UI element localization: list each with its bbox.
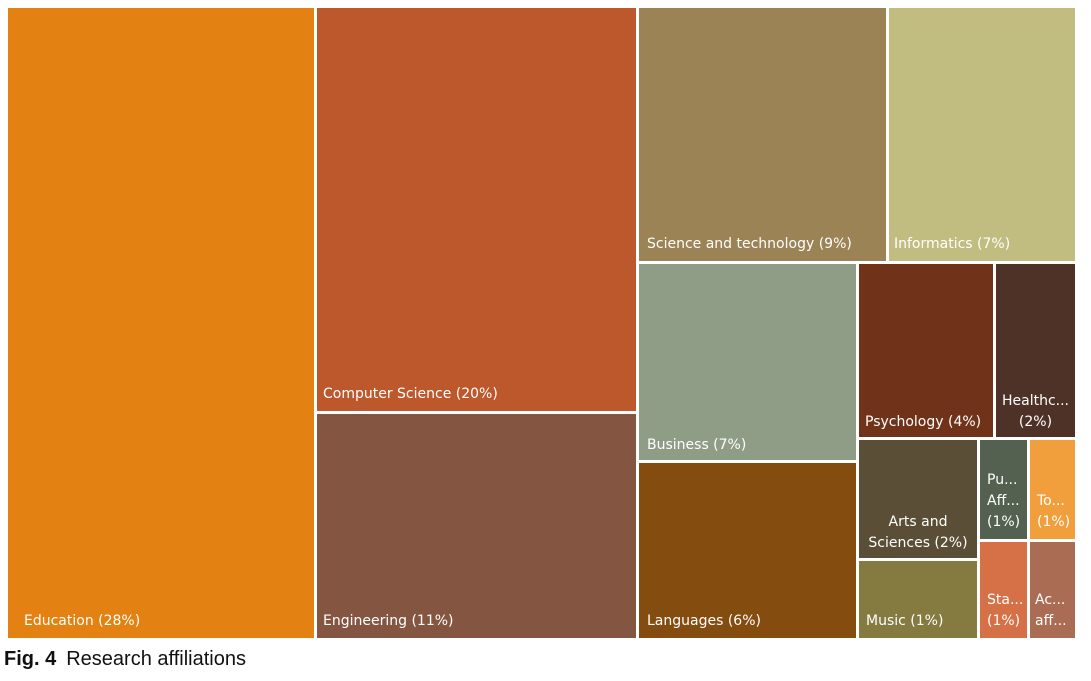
treemap-tile-ac-aff: Ac... aff... [1028,540,1077,640]
treemap-tile-label: Pu... Aff... (1%) [987,472,1021,530]
treemap-tile-languages: Languages (6%) [637,461,858,640]
treemap-tile-label: Healthc... (2%) [1001,393,1070,430]
treemap-tile-to: To... (1%) [1028,438,1077,541]
treemap-tile-label: Engineering (11%) [323,613,454,629]
treemap-tile-label: Music (1%) [866,613,944,629]
treemap-tile-label: Computer Science (20%) [323,386,498,402]
treemap-tile-label: To... (1%) [1037,493,1071,530]
treemap-tile-engineering: Engineering (11%) [315,412,638,640]
treemap-tile-label: Informatics (7%) [894,236,1011,252]
treemap-tile-science-and-technology: Science and technology (9%) [637,6,888,263]
treemap-tile-business: Business (7%) [637,262,858,462]
treemap-tile-label: Languages (6%) [647,613,761,629]
treemap-tile-label: Business (7%) [647,437,747,453]
figure-caption: Fig. 4 Research affiliations [4,648,246,671]
treemap-tile-label: Education (28%) [24,613,141,629]
figure-number: Fig. 4 [4,648,57,670]
treemap-tile-label: Sta... (1%) [987,592,1024,629]
treemap-tile-psychology: Psychology (4%) [857,262,995,439]
treemap-tile-computer-science: Computer Science (20%) [315,6,638,413]
treemap-tile-education: Education (28%) [6,6,316,640]
treemap-tile-arts-and-sciences: Arts and Sciences (2%) [857,438,979,560]
treemap-tile-music: Music (1%) [857,559,979,640]
treemap-tile-healthc: Healthc... (2%) [994,262,1077,439]
treemap-tile-sta: Sta... (1%) [978,540,1029,640]
figure-caption-text: Research affiliations [66,648,246,670]
treemap-chart: Education (28%) Computer Science (20%) Eng… [6,6,1077,640]
treemap-tile-informatics: Informatics (7%) [887,6,1077,263]
treemap-tile-label: Arts and Sciences (2%) [868,514,968,551]
treemap-tile-label: Science and technology (9%) [647,236,852,252]
treemap-tile-label: Ac... aff... [1035,592,1067,629]
treemap-tile-label: Psychology (4%) [865,414,982,430]
treemap-tile-pu-aff: Pu... Aff... (1%) [978,438,1029,541]
